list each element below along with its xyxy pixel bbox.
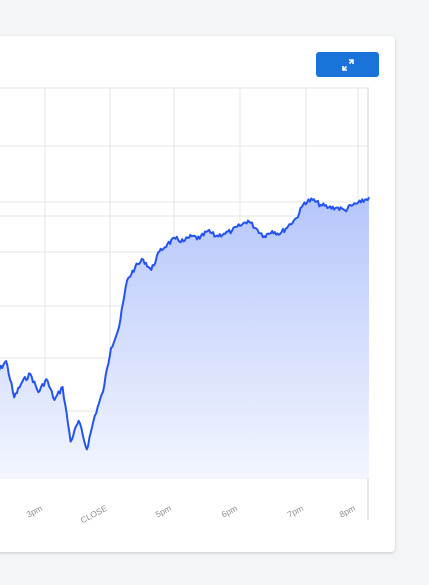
x-axis-tick-labels: 3pm CLOSE 5pm 6pm 7pm 8pm xyxy=(25,503,357,526)
price-area-fill xyxy=(0,197,369,478)
x-tick-label: 5pm xyxy=(154,503,173,520)
x-tick-label: 6pm xyxy=(220,503,239,520)
x-tick-label: 7pm xyxy=(286,503,305,520)
x-tick-label: CLOSE xyxy=(79,503,109,526)
chart: 3pm CLOSE 5pm 6pm 7pm 8pm xyxy=(0,87,370,526)
x-tick-label: 8pm xyxy=(338,503,357,520)
chart-card: 3pm CLOSE 5pm 6pm 7pm 8pm xyxy=(0,36,395,552)
expand-diagonal-arrows-icon xyxy=(341,58,354,71)
price-line xyxy=(0,196,370,451)
x-tick-label: 3pm xyxy=(25,503,44,520)
expand-chart-button[interactable] xyxy=(316,52,379,77)
